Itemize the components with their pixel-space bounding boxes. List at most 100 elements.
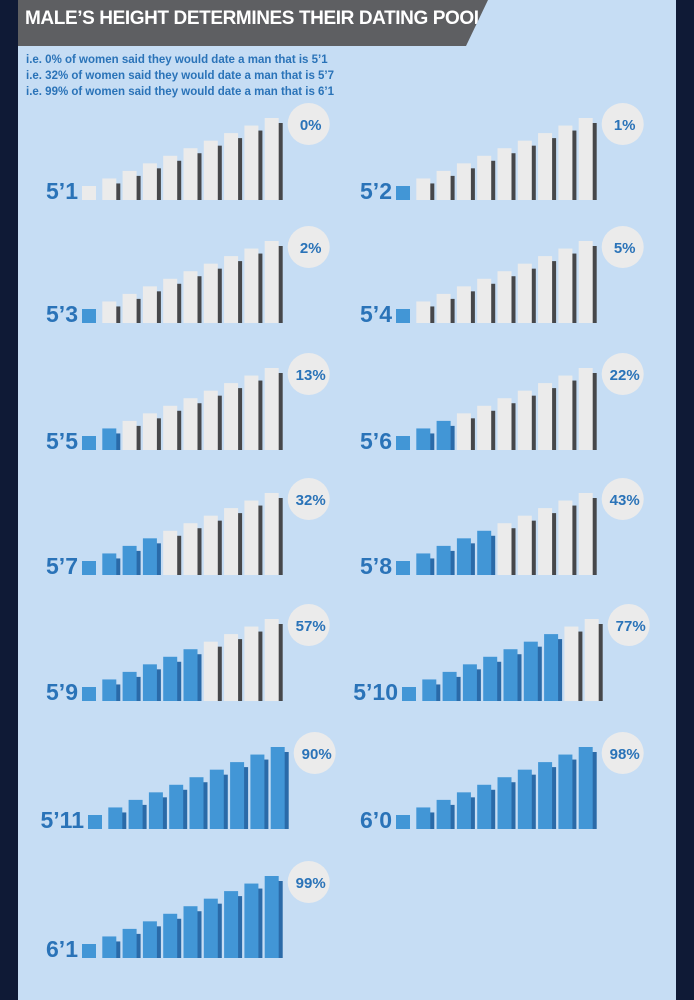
percent-label: 43% — [610, 492, 640, 509]
percent-label: 22% — [610, 367, 640, 384]
empty-bar — [224, 133, 239, 200]
empty-bar — [517, 390, 532, 450]
filled-bar — [209, 769, 224, 829]
filled-bar — [396, 186, 410, 200]
percent-bubble — [601, 103, 644, 145]
filled-bar — [230, 762, 245, 829]
filled-bar — [122, 671, 137, 701]
bar-shadow — [135, 933, 141, 958]
bar-shadow — [135, 425, 141, 450]
empty-bar — [456, 286, 471, 323]
height-label: 5’10 — [353, 679, 398, 705]
bar-shadow — [429, 183, 435, 200]
subtitle-line-1: i.e. 0% of women said they would date a … — [26, 54, 328, 66]
bar-shadow — [577, 631, 583, 701]
bar-shadow — [490, 160, 496, 200]
empty-bar — [477, 155, 492, 200]
bar-shadow — [449, 550, 455, 575]
percent-bubble — [287, 861, 330, 903]
bar-shadow — [469, 291, 475, 323]
bar-shadow — [557, 639, 563, 701]
bar-shadow — [216, 646, 222, 701]
bar-shadow — [591, 373, 597, 450]
filled-bar — [396, 561, 410, 575]
filled-bar — [436, 545, 451, 575]
bar-shadow — [571, 253, 577, 323]
percent-bubble — [287, 103, 330, 145]
bar-shadow — [591, 498, 597, 575]
bar-shadow — [591, 246, 597, 323]
percent-bubble — [601, 353, 644, 395]
height-label: 5’1 — [46, 178, 78, 204]
bar-shadow — [551, 767, 557, 829]
filled-bar — [82, 436, 96, 450]
bar-shadow — [571, 130, 577, 200]
bar-shadow — [591, 752, 597, 829]
percent-label: 90% — [302, 746, 332, 763]
bar-shadow — [257, 888, 263, 958]
empty-bar — [264, 368, 279, 450]
filled-bar — [189, 777, 204, 829]
bar-shadow — [115, 306, 121, 323]
bar-shadow — [469, 797, 475, 829]
empty-bar — [142, 286, 157, 323]
bar-shadow — [121, 812, 127, 829]
bar-shadow — [115, 558, 121, 575]
filled-bar — [88, 815, 102, 829]
filled-bar — [82, 309, 96, 323]
bar-shadow — [257, 130, 263, 200]
bar-shadow — [469, 543, 475, 575]
percent-bubble — [287, 226, 330, 268]
percent-label: 2% — [300, 240, 322, 257]
empty-bar — [558, 248, 573, 323]
percent-bubble — [601, 226, 644, 268]
filled-bar — [82, 944, 96, 958]
filled-bar — [142, 921, 157, 958]
empty-bar — [497, 271, 512, 323]
percent-bubble — [293, 732, 336, 774]
filled-bar — [578, 747, 593, 829]
empty-bar — [163, 405, 178, 450]
empty-bar — [122, 293, 137, 323]
empty-bar — [224, 634, 239, 701]
percent-label: 13% — [296, 367, 326, 384]
empty-bar — [497, 523, 512, 575]
bar-shadow — [277, 881, 283, 958]
filled-bar — [102, 553, 117, 575]
empty-bar — [456, 413, 471, 450]
bar-shadow — [435, 684, 441, 701]
empty-bar — [578, 241, 593, 323]
empty-bar — [203, 140, 218, 200]
bar-shadow — [115, 433, 121, 450]
bar-shadow — [429, 812, 435, 829]
filled-bar — [544, 634, 559, 701]
bar-shadow — [530, 268, 536, 323]
empty-bar — [538, 256, 553, 323]
bar-shadow — [455, 676, 461, 701]
bar-shadow — [516, 654, 522, 701]
filled-bar — [102, 428, 117, 450]
bar-shadow — [475, 669, 481, 701]
percent-label: 0% — [300, 117, 322, 134]
empty-bar — [163, 530, 178, 575]
bar-shadow — [135, 298, 141, 323]
empty-bar — [578, 118, 593, 200]
empty-bar — [122, 420, 137, 450]
filled-bar — [264, 876, 279, 958]
percent-label: 57% — [296, 618, 326, 635]
filled-bar — [416, 807, 431, 829]
height-label: 5’8 — [360, 553, 392, 579]
bar-shadow — [277, 498, 283, 575]
bar-shadow — [263, 759, 269, 829]
bar-shadow — [429, 558, 435, 575]
empty-bar — [558, 125, 573, 200]
percent-label: 77% — [616, 618, 646, 635]
bar-shadow — [237, 896, 243, 958]
empty-bar — [203, 263, 218, 323]
bar-shadow — [216, 903, 222, 958]
empty-bar — [244, 248, 259, 323]
bar-shadow — [155, 926, 161, 958]
empty-bar — [558, 375, 573, 450]
empty-bar — [224, 508, 239, 575]
bar-shadow — [530, 145, 536, 200]
